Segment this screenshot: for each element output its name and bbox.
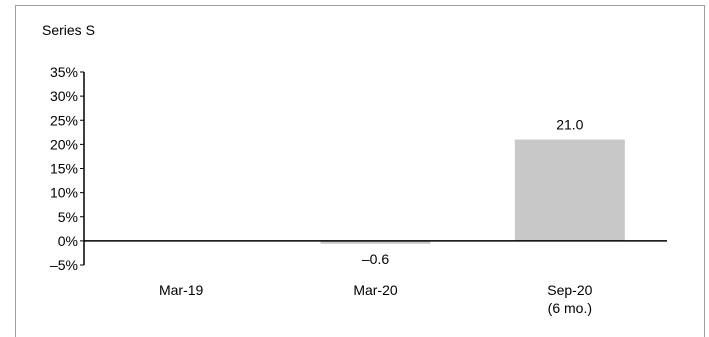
bar [514, 139, 625, 241]
x-category-label: Sep-20 [547, 282, 592, 298]
y-tick-label: 10% [50, 185, 78, 201]
y-tick-label: 35% [50, 64, 78, 80]
data-label: –0.6 [362, 251, 389, 267]
chart-title: Series S [42, 22, 95, 38]
y-tick-label: 15% [50, 161, 78, 177]
x-category-sublabel: (6 mo.) [548, 300, 592, 316]
y-axis: 35% 30% 25% 20% 15% 10% 5% 0% –5% [50, 64, 85, 273]
chart-frame [15, 5, 705, 337]
x-category-label: Mar-20 [353, 282, 398, 298]
data-label: 21.0 [556, 117, 583, 133]
x-category-label: Mar-19 [159, 282, 204, 298]
bars: –0.6 21.0 [320, 117, 625, 267]
y-tick-label: 20% [50, 136, 78, 152]
bar [320, 240, 431, 244]
y-tick-label: 25% [50, 112, 78, 128]
y-tick-label: 30% [50, 88, 78, 104]
x-axis: Mar-19 Mar-20 Sep-20 (6 mo.) [84, 240, 667, 316]
y-tick-label: 5% [58, 209, 78, 225]
y-tick-label: –5% [50, 257, 78, 273]
y-tick-label: 0% [58, 233, 78, 249]
